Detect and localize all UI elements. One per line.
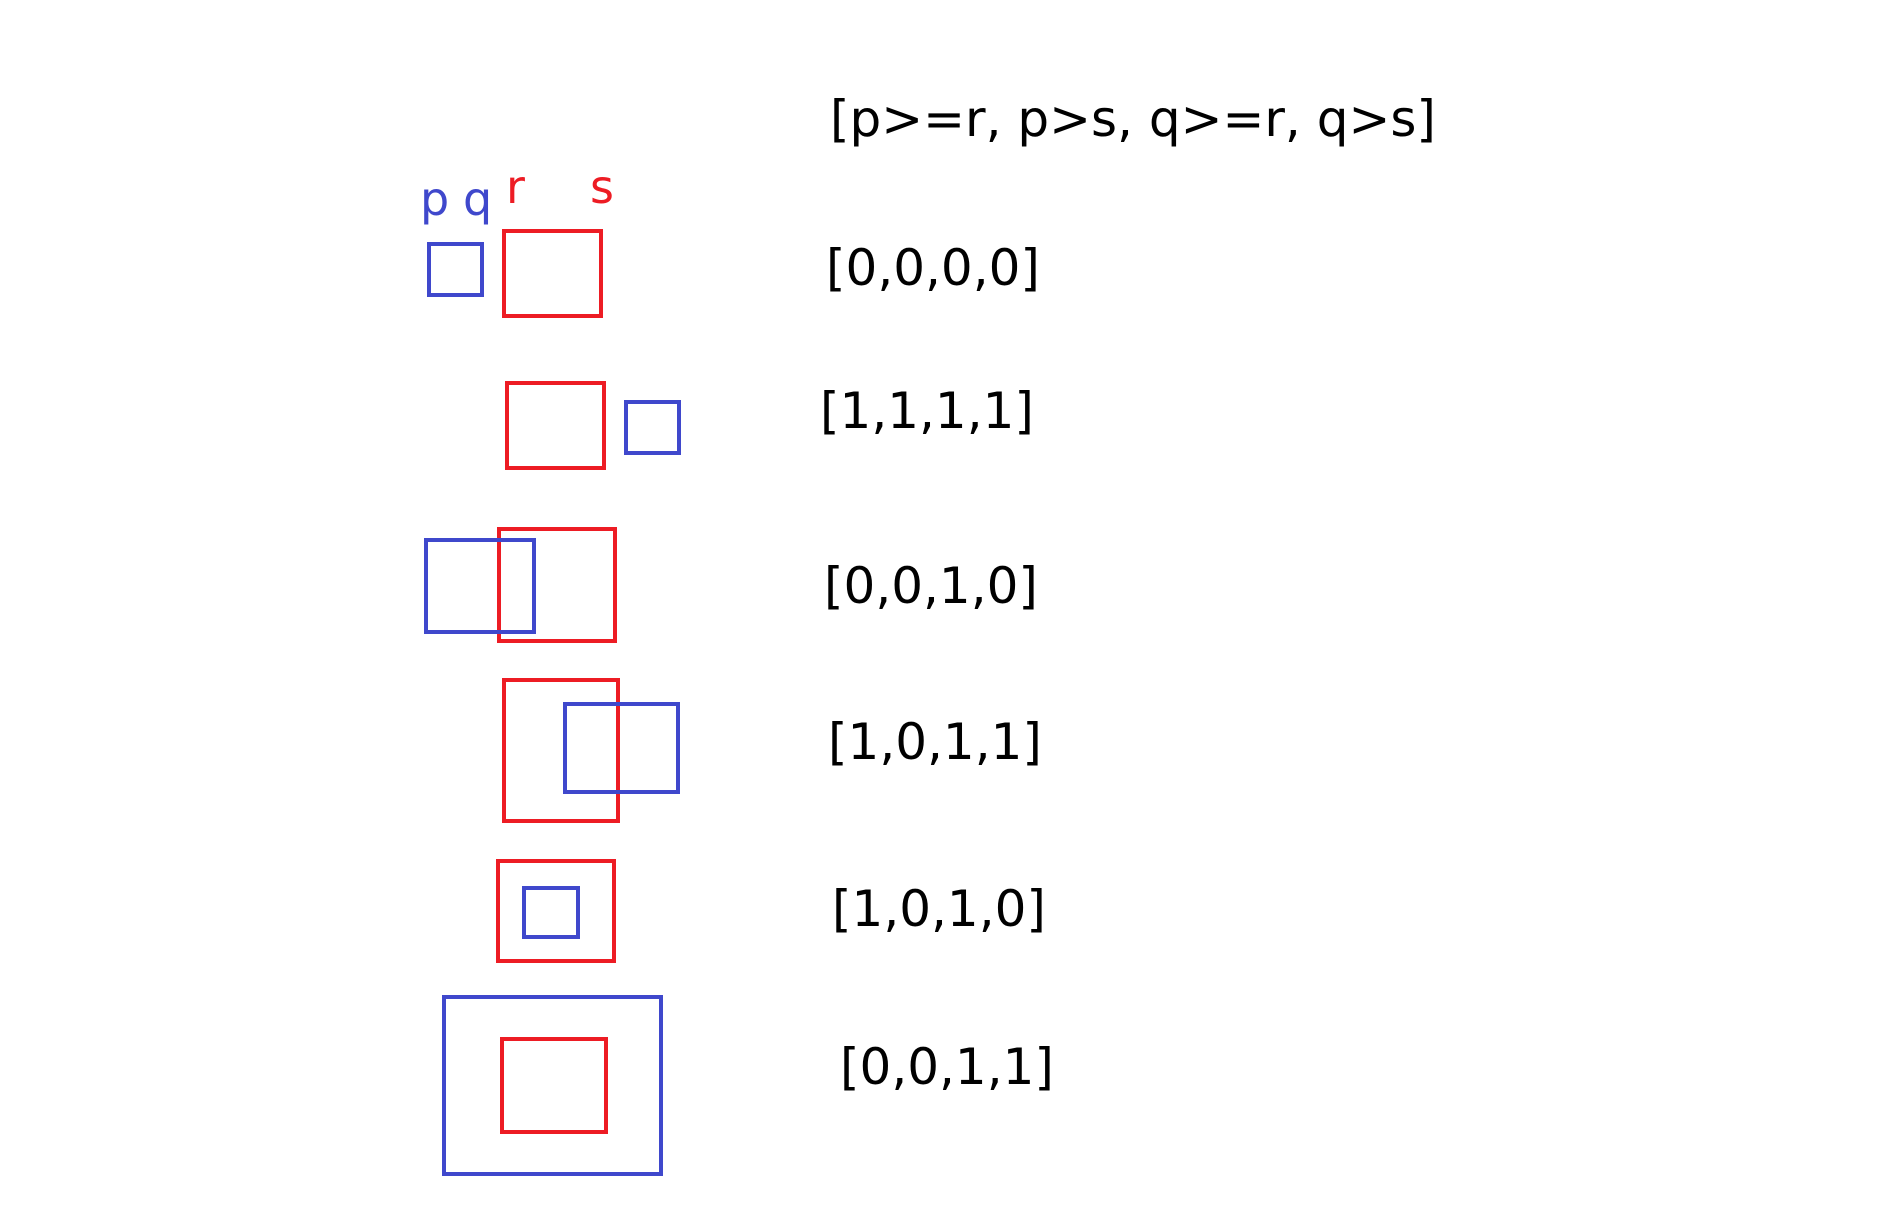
row-1-pq-box (427, 242, 484, 297)
row-4-pq-box (563, 702, 680, 794)
row-6-pq-box (442, 995, 663, 1176)
row-3-pq-box (424, 538, 536, 634)
row-5-rs-box (496, 859, 616, 963)
condition-header: [p>=r, p>s, q>=r, q>s] (830, 90, 1436, 148)
row-6-rs-box (500, 1037, 608, 1134)
row-1-rs-box (502, 229, 603, 318)
row-3-rs-box (497, 527, 617, 643)
row-1-result: [0,0,0,0] (826, 239, 1040, 297)
row-3-result: [0,0,1,0] (824, 557, 1038, 615)
legend-p: p (420, 172, 450, 226)
legend-q: q (463, 172, 493, 226)
row-2-result: [1,1,1,1] (820, 382, 1034, 440)
row-2-rs-box (505, 381, 606, 470)
row-5-pq-box (522, 886, 580, 939)
row-4-result: [1,0,1,1] (828, 713, 1042, 771)
row-2-pq-box (624, 400, 681, 455)
row-6-result: [0,0,1,1] (840, 1038, 1054, 1096)
row-4-rs-box (502, 678, 620, 823)
legend-r: r (506, 160, 525, 214)
row-5-result: [1,0,1,0] (832, 880, 1046, 938)
legend-s: s (590, 160, 614, 214)
